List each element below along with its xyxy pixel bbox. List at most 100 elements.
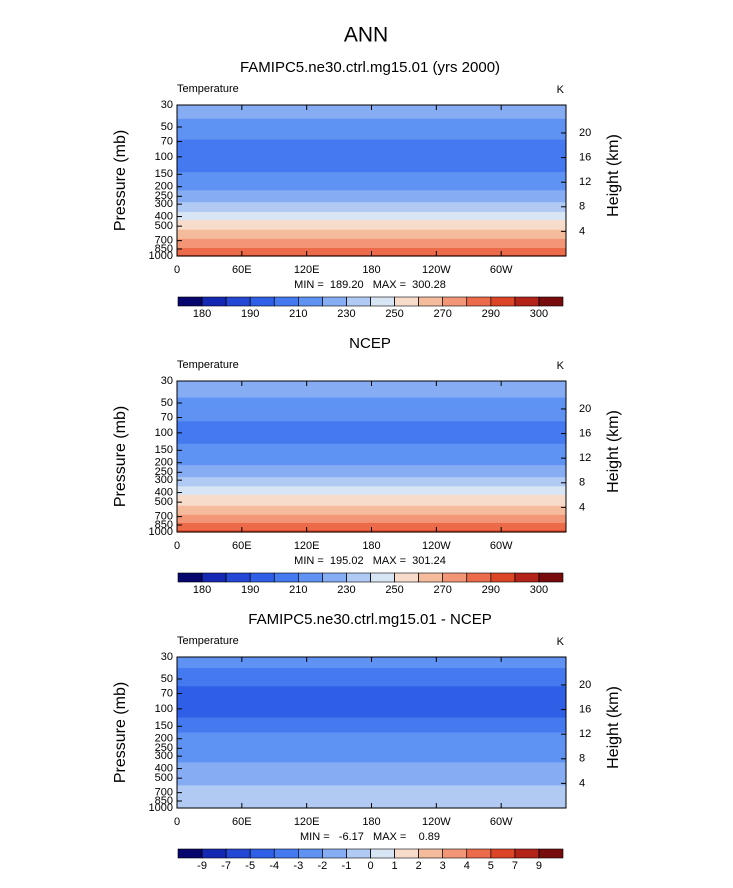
contour-band xyxy=(177,113,566,117)
contour-band xyxy=(177,196,566,198)
contour-band xyxy=(177,412,566,415)
contour-band xyxy=(177,701,566,704)
x-tick-label: 180 xyxy=(362,540,380,552)
contour-band xyxy=(177,233,566,236)
y-tick-label: 200 xyxy=(155,733,173,745)
y-tick-label: 250 xyxy=(155,742,173,754)
contour-band xyxy=(177,141,566,145)
colorbar-box xyxy=(466,848,492,859)
x-tick-label: 180 xyxy=(362,816,380,828)
contour-band xyxy=(177,781,566,785)
contour-band xyxy=(177,217,566,220)
colorbar-box xyxy=(370,296,395,307)
contour-band xyxy=(177,192,566,195)
contour-band xyxy=(177,178,566,182)
contour-band xyxy=(177,756,566,759)
contour-band xyxy=(177,497,566,500)
contour-band xyxy=(177,204,566,207)
y-tick-label: 150 xyxy=(155,720,173,732)
contour-band xyxy=(177,670,566,675)
contour-band xyxy=(177,721,566,725)
contour-band xyxy=(177,128,566,132)
contour-band xyxy=(177,448,566,451)
contour-band xyxy=(177,244,566,247)
contour-band xyxy=(177,218,566,221)
y-tick-label: 150 xyxy=(155,444,173,456)
x-tick-label: 60E xyxy=(232,264,252,276)
contour-band xyxy=(177,249,566,251)
contour-band xyxy=(177,174,566,177)
contour-band xyxy=(177,429,566,432)
contour-band xyxy=(177,509,566,512)
y-tick-label: 70 xyxy=(161,135,173,147)
contour-band xyxy=(177,410,566,413)
colorbar-label: 250 xyxy=(385,584,403,596)
contour-band xyxy=(177,415,566,419)
contour-band xyxy=(177,486,566,489)
contour-band xyxy=(177,147,566,150)
contour-band xyxy=(177,502,566,505)
y-tick-label: 100 xyxy=(155,703,173,715)
contour-band xyxy=(177,241,566,244)
contour-band xyxy=(177,471,566,473)
y-tick-label: 50 xyxy=(161,397,173,409)
contour-band xyxy=(177,136,566,139)
contour-band xyxy=(177,776,566,779)
contour-band xyxy=(177,480,566,483)
contour-band xyxy=(177,748,566,750)
contour-band xyxy=(177,500,566,503)
colorbar-box xyxy=(225,572,251,583)
contour-band xyxy=(177,200,566,202)
contour-band xyxy=(177,521,566,524)
contour-band xyxy=(177,775,566,778)
contour-band xyxy=(177,742,566,745)
contour-band xyxy=(177,479,566,481)
contour-band xyxy=(177,458,566,461)
contour-band xyxy=(177,667,566,672)
y2-axis-label: Height (km) xyxy=(605,134,622,217)
contour-band xyxy=(177,732,566,735)
contour-band xyxy=(177,787,566,790)
y-axis-label: Pressure (mb) xyxy=(112,130,129,231)
contour-band xyxy=(177,688,566,691)
contour-band xyxy=(177,739,566,742)
contour-band xyxy=(177,177,566,180)
contour-band xyxy=(177,216,566,219)
contour-band xyxy=(177,751,566,753)
contour-band xyxy=(177,785,566,788)
y2-axis-label: Height (km) xyxy=(605,410,622,493)
y-tick-label: 700 xyxy=(155,511,173,523)
contour-band xyxy=(177,522,566,525)
contour-band xyxy=(177,191,566,194)
colorbar-label: 250 xyxy=(385,308,403,320)
y-tick-label: 50 xyxy=(161,673,173,685)
contour-band xyxy=(177,762,566,765)
contour-band xyxy=(177,713,566,716)
contour-band xyxy=(177,208,566,211)
contour-band xyxy=(177,463,566,466)
colorbar-box xyxy=(225,848,251,859)
contour-band xyxy=(177,149,566,152)
x-tick-label: 0 xyxy=(174,264,180,276)
y-tick-label: 700 xyxy=(155,787,173,799)
contour-band xyxy=(177,143,566,146)
right-label: K xyxy=(557,636,565,648)
colorbar-box xyxy=(490,848,516,859)
contour-band xyxy=(177,466,566,469)
contour-band xyxy=(177,182,566,185)
colorbar-label: 3 xyxy=(440,860,446,872)
y-tick-label: 850 xyxy=(155,519,173,531)
contour-band xyxy=(177,475,566,477)
colorbar-box xyxy=(298,572,323,583)
contour-band xyxy=(177,525,566,527)
contour-band xyxy=(177,747,566,749)
contour-band xyxy=(177,682,566,686)
contour-band xyxy=(177,210,566,213)
colorbar-box xyxy=(442,572,468,583)
contour-band xyxy=(177,496,566,498)
contour-band xyxy=(177,163,566,167)
contour-band xyxy=(177,717,566,721)
panel-title: NCEP xyxy=(349,335,391,352)
contour-band xyxy=(177,768,566,771)
x-tick-label: 120W xyxy=(422,540,451,552)
